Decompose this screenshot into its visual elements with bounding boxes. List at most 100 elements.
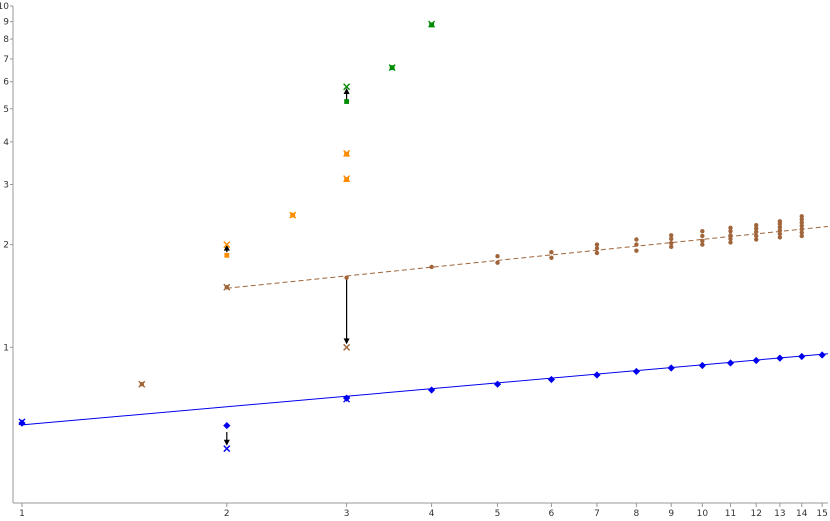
data-point-dot [700,242,705,247]
data-point-dot [634,242,639,247]
data-point-dot [344,275,349,280]
data-point-dot [669,233,674,238]
x-tick-label: 12 [750,509,761,519]
x-axis-ticks: 1 2 3 4 5 6 7 8 9 10 11 12 13 14 15 [19,503,828,519]
x-tick-label: 8 [634,509,640,519]
data-point-diamond [428,386,436,394]
data-point-diamond [776,354,784,362]
data-point-diamond [593,371,601,379]
data-point-dot [799,217,804,222]
data-point-cross [18,418,26,426]
data-point-diamond [798,352,806,361]
x-tick-label: 3 [344,509,350,519]
data-point-dot [700,228,705,234]
data-point-dot [777,228,783,233]
x-tick-label: 6 [549,509,555,519]
y-tick-label: 10 [0,2,9,12]
data-point-dot [799,233,804,239]
data-point-diamond [223,421,231,430]
data-point-dot [754,237,759,242]
data-point-diamond [632,367,641,376]
data-point-dot [799,220,804,225]
y-tick-label: 7 [3,55,9,65]
data-point-dot [728,240,733,245]
arrow [343,88,350,101]
fit-line-dashed [226,225,829,289]
arrow-head [223,439,230,446]
data-point-dot [754,229,759,235]
data-point-dot [669,240,674,246]
x-tick-label: 10 [697,509,709,519]
data-point-dot [728,236,733,241]
data-point-diamond [752,356,760,365]
y-tick-label: 9 [3,18,9,28]
data-point-cross [343,395,351,403]
data-point-dot [799,226,804,232]
x-tick-label: 1 [19,509,25,519]
data-point-dot [429,264,434,270]
y-axis-ticks: 1 2 3 4 5 6 7 8 9 10 [0,2,13,353]
x-tick-label: 7 [594,509,600,519]
data-point-square [224,252,230,258]
data-point-cross [343,175,351,183]
x-tick-label: 15 [816,509,827,519]
data-point-cross [289,211,297,219]
data-point-diamond [547,375,556,384]
data-point-dot [634,237,639,242]
data-point-dot [754,233,759,239]
arrow-head [343,338,350,345]
y-tick-label: 6 [3,78,9,88]
data-point-dot [799,230,804,235]
fit-lines [21,225,829,426]
data-point-dot [549,255,554,260]
y-tick-label: 2 [3,241,9,251]
data-point-dot [669,244,674,250]
arrow [223,244,230,253]
data-point-dot [754,226,759,231]
y-tick-label: 1 [3,343,9,353]
data-point-cross [138,380,146,388]
data-point-diamond [818,351,826,359]
data-point-dot [634,248,639,253]
data-point-dot [799,214,804,219]
x-tick-label: 13 [774,509,785,519]
data-point-dot [728,233,733,238]
arrow-head [223,244,230,251]
data-point-dot [495,260,500,265]
data-point-diamond [698,361,706,370]
data-point-cross [223,241,231,249]
data-point-dot [669,236,674,241]
data-point-diamond [667,364,675,372]
data-point-cross [343,83,351,91]
data-point-dot [594,246,600,251]
data-point-cross [223,283,231,291]
arrow-head [343,88,350,95]
data-point-dot [777,235,783,240]
y-tick-label: 8 [3,35,9,45]
data-points [18,20,826,453]
data-point-dot [728,228,733,234]
data-point-square [344,99,350,104]
data-point-cross [388,64,396,72]
data-point-dot [700,238,705,244]
annotation-arrows [223,88,350,446]
data-point-diamond [343,394,351,402]
x-tick-label: 11 [725,509,736,519]
data-point-cross [428,20,436,28]
y-tick-label: 3 [3,180,9,190]
arrow [223,432,230,446]
data-point-cross [223,445,231,453]
data-point-diamond [493,380,502,388]
y-tick-label: 4 [3,138,9,148]
y-tick-label: 5 [3,105,9,115]
data-point-dot [754,222,759,228]
data-point-dot [799,223,804,229]
data-point-dot [594,242,600,247]
data-point-dot [594,250,600,256]
data-point-cross [343,343,351,351]
fit-line-solid [21,353,829,426]
data-point-diamond [18,419,26,427]
arrow [343,279,350,345]
data-point-dot [700,233,705,239]
